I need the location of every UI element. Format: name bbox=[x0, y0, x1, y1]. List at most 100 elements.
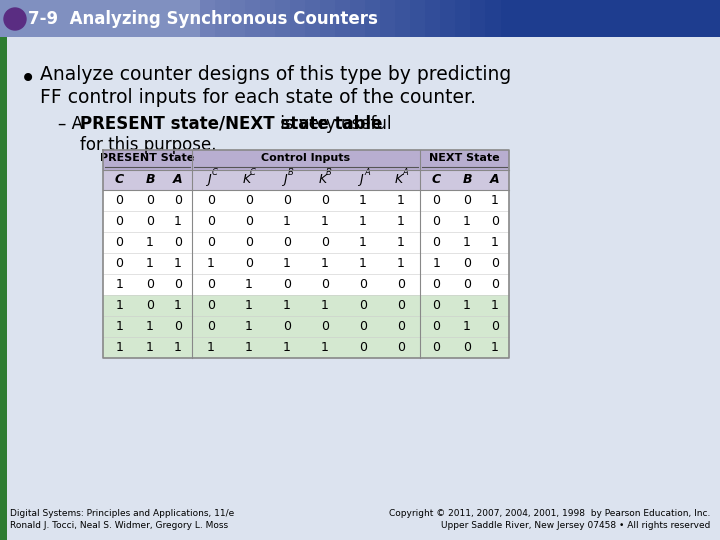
Text: 0: 0 bbox=[207, 215, 215, 228]
Bar bbox=[350, 0, 366, 37]
Circle shape bbox=[4, 8, 26, 30]
Text: 0: 0 bbox=[115, 257, 124, 270]
Text: 0: 0 bbox=[207, 299, 215, 312]
Text: 0: 0 bbox=[146, 299, 154, 312]
Text: 0: 0 bbox=[283, 194, 291, 207]
Text: 1: 1 bbox=[116, 299, 123, 312]
Text: 1: 1 bbox=[116, 341, 123, 354]
Text: 1: 1 bbox=[174, 215, 182, 228]
Text: 1: 1 bbox=[174, 257, 182, 270]
Text: 1: 1 bbox=[174, 341, 182, 354]
Text: 0: 0 bbox=[491, 215, 499, 228]
Text: 0: 0 bbox=[463, 278, 471, 291]
Text: 1: 1 bbox=[397, 194, 405, 207]
Text: 1: 1 bbox=[146, 341, 154, 354]
Text: for this purpose.: for this purpose. bbox=[80, 136, 217, 154]
Text: 0: 0 bbox=[174, 236, 182, 249]
Text: B: B bbox=[145, 173, 155, 186]
Text: C: C bbox=[250, 168, 256, 177]
Bar bbox=[410, 0, 426, 37]
Text: 0: 0 bbox=[433, 215, 441, 228]
Text: K: K bbox=[243, 173, 251, 186]
Text: 1: 1 bbox=[397, 236, 405, 249]
Text: 0: 0 bbox=[207, 236, 215, 249]
Text: A: A bbox=[364, 168, 370, 177]
Bar bbox=[365, 0, 381, 37]
Bar bbox=[320, 0, 336, 37]
Text: 0: 0 bbox=[245, 215, 253, 228]
Text: 0: 0 bbox=[463, 194, 471, 207]
Bar bbox=[440, 0, 456, 37]
Bar bbox=[485, 0, 501, 37]
Text: 1: 1 bbox=[359, 236, 367, 249]
Text: 0: 0 bbox=[433, 320, 441, 333]
Text: 0: 0 bbox=[433, 299, 441, 312]
Text: 1: 1 bbox=[321, 215, 329, 228]
Text: 0: 0 bbox=[245, 257, 253, 270]
Text: 0: 0 bbox=[283, 236, 291, 249]
Text: Digital Systems: Principles and Applications, 11/e
Ronald J. Tocci, Neal S. Widm: Digital Systems: Principles and Applicat… bbox=[10, 509, 234, 530]
Text: J: J bbox=[207, 173, 211, 186]
Bar bbox=[275, 0, 291, 37]
Text: K: K bbox=[319, 173, 327, 186]
Polygon shape bbox=[0, 0, 300, 37]
Text: 1: 1 bbox=[207, 257, 215, 270]
Text: 1: 1 bbox=[116, 278, 123, 291]
Text: 1: 1 bbox=[207, 341, 215, 354]
Text: 1: 1 bbox=[463, 320, 471, 333]
Bar bbox=[305, 0, 321, 37]
Text: 0: 0 bbox=[115, 215, 124, 228]
Text: 0: 0 bbox=[463, 257, 471, 270]
Text: 0: 0 bbox=[174, 320, 182, 333]
Bar bbox=[103, 253, 509, 274]
Bar bbox=[380, 0, 396, 37]
Bar bbox=[0, 0, 720, 37]
Bar bbox=[103, 232, 509, 253]
Text: 0: 0 bbox=[397, 341, 405, 354]
Bar bbox=[425, 0, 441, 37]
Text: 0: 0 bbox=[359, 299, 367, 312]
Text: 0: 0 bbox=[359, 278, 367, 291]
Text: PRESENT state/NEXT state table: PRESENT state/NEXT state table bbox=[80, 115, 382, 133]
Bar bbox=[103, 295, 509, 316]
Text: – A: – A bbox=[58, 115, 89, 133]
Text: 0: 0 bbox=[207, 320, 215, 333]
Bar bbox=[470, 0, 486, 37]
Text: 0: 0 bbox=[359, 320, 367, 333]
Bar bbox=[103, 337, 509, 358]
Text: C: C bbox=[212, 168, 218, 177]
Text: 0: 0 bbox=[397, 299, 405, 312]
Text: 1: 1 bbox=[146, 236, 154, 249]
Bar bbox=[245, 0, 261, 37]
Text: 1: 1 bbox=[283, 299, 291, 312]
Bar bbox=[103, 316, 509, 337]
Text: 1: 1 bbox=[397, 257, 405, 270]
Text: 0: 0 bbox=[115, 236, 124, 249]
Text: is very useful: is very useful bbox=[275, 115, 392, 133]
Bar bbox=[0, 37, 7, 540]
Text: 1: 1 bbox=[174, 299, 182, 312]
Text: A: A bbox=[402, 168, 408, 177]
Bar bbox=[103, 190, 509, 211]
Text: 0: 0 bbox=[321, 194, 329, 207]
Bar bbox=[230, 0, 246, 37]
Text: 0: 0 bbox=[433, 278, 441, 291]
Text: 0: 0 bbox=[245, 194, 253, 207]
Text: 1: 1 bbox=[146, 257, 154, 270]
Text: 0: 0 bbox=[433, 194, 441, 207]
Text: 0: 0 bbox=[321, 236, 329, 249]
Bar bbox=[103, 170, 509, 190]
Text: 1: 1 bbox=[397, 215, 405, 228]
Text: J: J bbox=[359, 173, 363, 186]
Text: 1: 1 bbox=[283, 341, 291, 354]
Text: 1: 1 bbox=[146, 320, 154, 333]
Text: NEXT State: NEXT State bbox=[429, 153, 500, 163]
Text: 1: 1 bbox=[491, 341, 499, 354]
Text: 1: 1 bbox=[321, 257, 329, 270]
Text: 1: 1 bbox=[245, 341, 253, 354]
Text: 0: 0 bbox=[321, 320, 329, 333]
Text: 0: 0 bbox=[174, 194, 182, 207]
Text: 0: 0 bbox=[207, 194, 215, 207]
Text: 0: 0 bbox=[397, 320, 405, 333]
Bar bbox=[455, 0, 471, 37]
